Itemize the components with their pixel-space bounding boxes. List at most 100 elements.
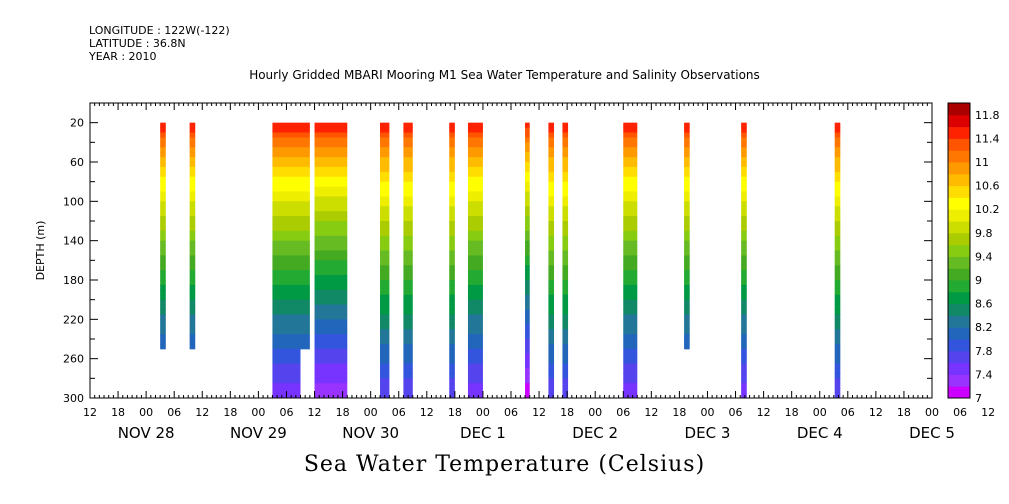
temperature-cell [272,235,301,242]
temperature-cell [834,181,841,188]
temperature-cell [684,334,690,340]
temperature-cell [562,363,569,369]
temperature-cell [314,157,348,163]
temperature-cell [403,314,413,320]
temperature-cell [548,339,555,345]
temperature-cell [403,157,413,163]
temperature-cell [449,260,455,266]
temperature-cell [314,127,348,133]
temperature-cell [300,284,310,291]
temperature-cell [467,270,483,276]
temperature-cell [314,343,348,350]
temperature-cell [160,137,166,143]
temperature-cell [314,265,348,271]
temperature-cell [548,388,555,394]
temperature-cell [623,343,638,350]
temperature-cell [741,122,747,129]
temperature-cell [314,324,348,330]
temperature-cell [548,294,555,301]
temperature-cell [160,235,166,242]
temperature-cell [272,221,301,227]
temperature-cell [548,289,555,296]
temperature-cell [562,201,569,207]
temperature-cell [449,309,455,315]
temperature-cell [300,162,310,168]
temperature-cell [300,181,310,188]
temperature-cell [562,280,569,286]
temperature-cell [300,299,310,306]
temperature-cell [189,270,196,276]
temperature-cell [314,230,348,237]
temperature-cell [314,270,348,276]
temperature-cell [380,319,390,325]
temperature-cell [314,299,348,306]
observation-column [403,122,413,399]
temperature-cell [189,250,196,256]
temperature-cell [403,186,413,192]
temperature-cell [403,343,413,350]
temperature-cell [834,157,841,163]
temperature-cell [623,152,638,158]
temperature-cell [548,225,555,232]
temperature-cell [684,230,690,237]
x-tick-label: 12 [644,406,658,419]
temperature-cell [314,373,348,379]
x-tick-label: 06 [953,406,967,419]
temperature-cell [403,319,413,325]
temperature-cell [684,137,690,143]
temperature-cell [467,225,483,232]
temperature-cell [525,309,530,315]
temperature-cell [272,324,301,330]
temperature-cell [300,314,310,320]
temperature-cell [834,127,841,133]
temperature-cell [562,206,569,212]
temperature-cell [467,201,483,207]
temperature-cell [403,373,413,379]
temperature-cell [467,137,483,143]
temperature-cell [741,196,747,202]
temperature-cell [684,240,690,247]
temperature-cell [380,324,390,330]
temperature-cell [741,294,747,301]
temperature-cell [189,157,196,163]
temperature-cell [380,235,390,242]
temperature-cell [834,324,841,330]
temperature-cell [314,294,348,301]
temperature-cell [834,348,841,355]
temperature-cell [403,142,413,148]
temperature-cell [548,299,555,306]
colorbar-label: 11.8 [975,109,1000,122]
temperature-cell [380,265,390,271]
temperature-cell [562,275,569,281]
temperature-cell [449,329,455,335]
temperature-cell [548,147,555,153]
temperature-cell [741,383,747,389]
temperature-cell [548,393,555,399]
temperature-cell [467,284,483,291]
temperature-cell [623,265,638,271]
temperature-cell [623,191,638,197]
temperature-cell [623,319,638,325]
observation-column [562,122,569,399]
temperature-cell [314,309,348,315]
temperature-cell [562,373,569,379]
temperature-cell [623,181,638,188]
temperature-cell [467,250,483,256]
temperature-cell [189,132,196,138]
temperature-cell [562,157,569,163]
temperature-cell [449,383,455,389]
temperature-cell [189,171,196,178]
temperature-cell [189,245,196,251]
colorbar-label: 7.8 [975,345,993,358]
temperature-cell [300,127,310,133]
temperature-cell [403,329,413,335]
temperature-cell [449,284,455,291]
temperature-cell [741,348,747,355]
colorbar-swatch [948,339,970,352]
temperature-cell [380,358,390,365]
temperature-cell [562,245,569,251]
colorbar-label: 10.6 [975,180,1000,193]
temperature-cell [741,358,747,365]
temperature-cell [189,255,196,261]
temperature-cell [272,147,301,153]
